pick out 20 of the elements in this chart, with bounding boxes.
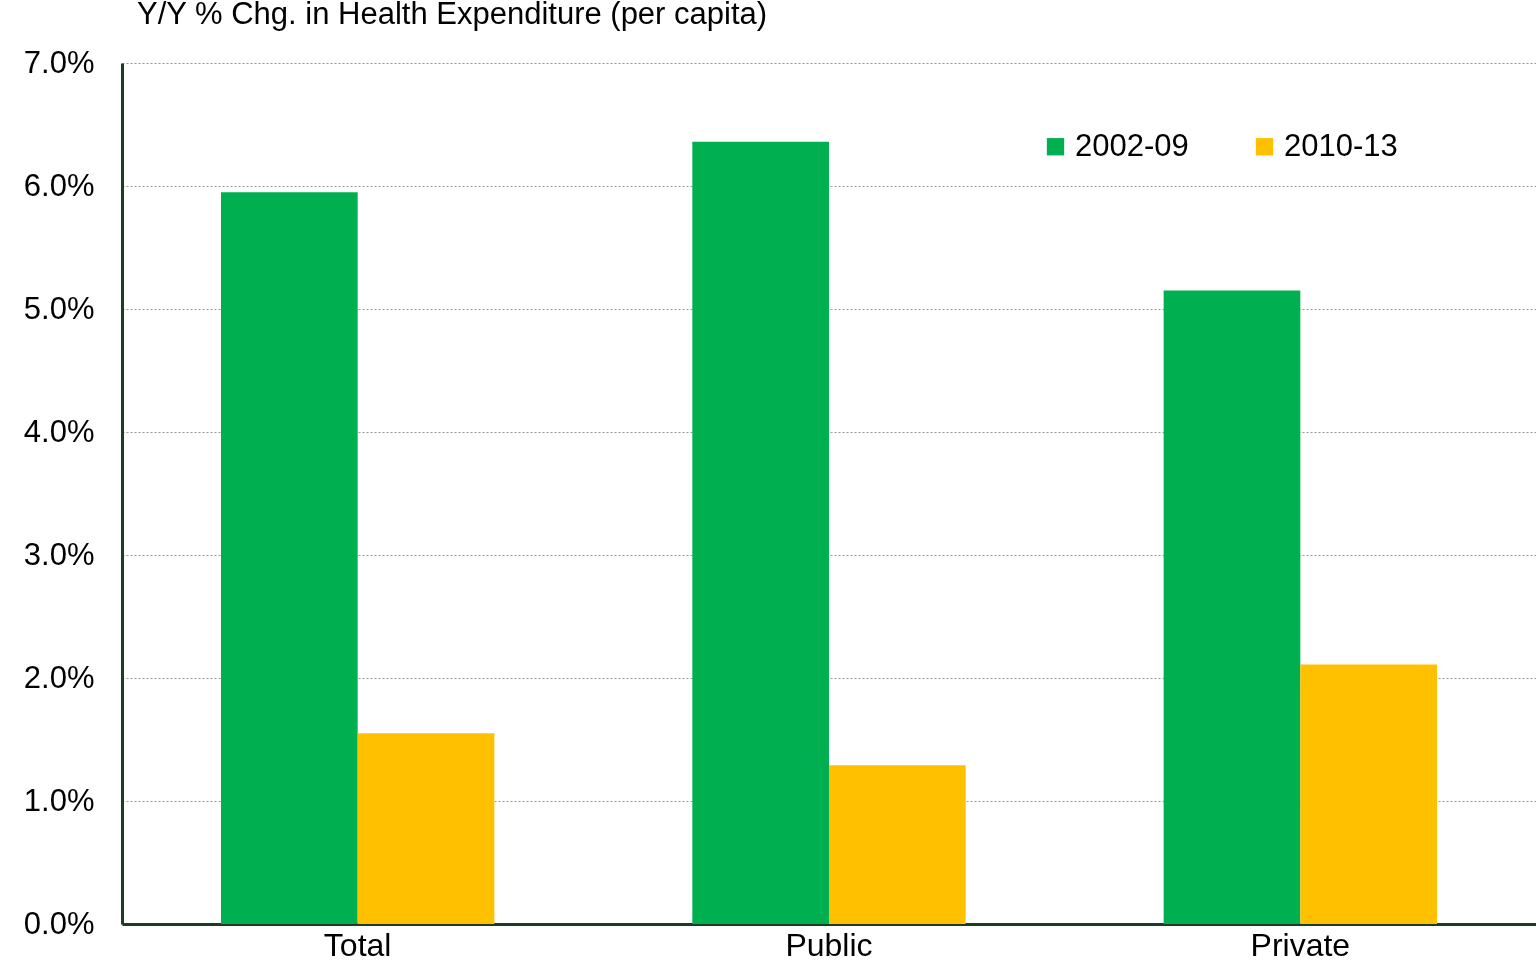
y-tick-label: 0.0% bbox=[23, 905, 95, 941]
bar bbox=[692, 141, 829, 924]
bar bbox=[220, 192, 358, 924]
bar bbox=[829, 765, 966, 924]
y-tick-label: 3.0% bbox=[23, 536, 95, 572]
chart-title: Y/Y % Chg. in Health Expenditure (per capita) bbox=[137, 0, 768, 31]
x-tick-label: Total bbox=[323, 926, 392, 963]
legend-label: 2002-09 bbox=[1075, 127, 1189, 163]
legend-label: 2010-13 bbox=[1284, 127, 1398, 163]
y-tick-label: 5.0% bbox=[23, 290, 95, 326]
y-tick-label: 1.0% bbox=[23, 782, 95, 818]
y-tick-label: 6.0% bbox=[23, 167, 95, 203]
y-tick-label: 4.0% bbox=[23, 413, 95, 449]
bar bbox=[1163, 290, 1301, 924]
x-tick-label: Public bbox=[785, 926, 873, 963]
y-tick-label: 7.0% bbox=[23, 44, 95, 80]
x-tick-label: Private bbox=[1250, 926, 1351, 963]
y-tick-label: 2.0% bbox=[23, 659, 95, 695]
bar bbox=[357, 733, 495, 924]
bar bbox=[1300, 664, 1438, 924]
